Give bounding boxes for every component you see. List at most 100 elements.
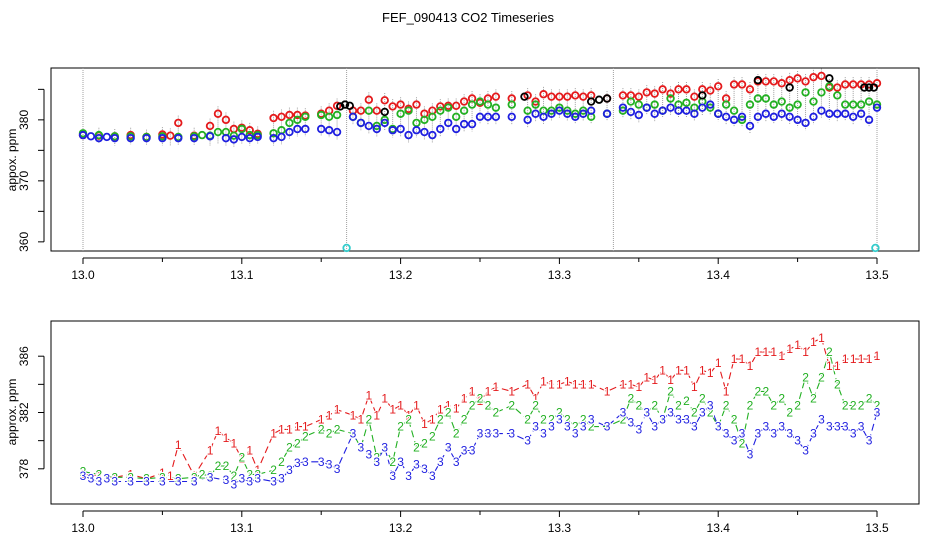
blue-point bbox=[110, 133, 119, 143]
green-point bbox=[872, 100, 882, 109]
series-2-label: 2 bbox=[175, 472, 182, 486]
green-point bbox=[428, 112, 437, 121]
series-1-line bbox=[82, 337, 878, 480]
series-3-label: 3 bbox=[826, 420, 833, 434]
bottom-series-lines bbox=[82, 337, 878, 485]
red-point bbox=[682, 85, 691, 94]
series-1-label: 1 bbox=[302, 420, 309, 434]
red-point bbox=[245, 126, 254, 135]
green-point bbox=[475, 97, 485, 106]
black-point bbox=[602, 94, 612, 103]
blue-point bbox=[642, 103, 651, 112]
series-3-label: 3 bbox=[238, 472, 245, 486]
red-point bbox=[777, 79, 786, 88]
blue-point bbox=[793, 115, 802, 125]
green-point bbox=[420, 115, 429, 125]
series-2-label: 2 bbox=[358, 441, 365, 455]
series-1-label: 1 bbox=[739, 352, 746, 366]
red-point bbox=[491, 92, 501, 101]
series-1-label: 1 bbox=[159, 466, 166, 480]
green-point bbox=[324, 112, 334, 121]
blue-point bbox=[436, 124, 445, 134]
series-3-label: 3 bbox=[620, 406, 627, 420]
series-3-label: 3 bbox=[524, 434, 531, 448]
series-1-label: 1 bbox=[437, 403, 444, 417]
red-point bbox=[436, 102, 445, 111]
series-1-label: 1 bbox=[397, 398, 404, 412]
series-2-label: 2 bbox=[556, 406, 563, 420]
blue-point bbox=[579, 109, 588, 118]
series-2-label: 2 bbox=[485, 398, 492, 412]
series-3-label: 3 bbox=[659, 413, 666, 427]
red-point bbox=[642, 88, 651, 97]
green-point bbox=[436, 106, 445, 115]
black-point bbox=[340, 100, 350, 109]
green-point bbox=[745, 100, 755, 109]
series-3-label: 3 bbox=[810, 427, 817, 441]
green-point bbox=[833, 91, 842, 100]
green-point bbox=[809, 97, 818, 106]
blue-point bbox=[483, 112, 493, 121]
series-1-label: 1 bbox=[715, 356, 722, 370]
green-point bbox=[301, 112, 310, 121]
blue-point bbox=[539, 112, 548, 121]
blue-point bbox=[753, 112, 763, 121]
series-3-label: 3 bbox=[381, 441, 388, 455]
series-2-label: 2 bbox=[739, 436, 746, 450]
series-3-label: 3 bbox=[191, 474, 198, 488]
green-point bbox=[245, 130, 254, 140]
blue-point bbox=[221, 133, 231, 143]
series-1-label: 1 bbox=[556, 377, 563, 391]
series-2-label: 2 bbox=[715, 420, 722, 434]
blue-point bbox=[126, 133, 135, 143]
series-3-label: 3 bbox=[715, 420, 722, 434]
series-3-label: 3 bbox=[469, 444, 476, 458]
series-1-label: 1 bbox=[699, 363, 706, 377]
black-point bbox=[785, 83, 794, 92]
x-tick-label: 13.4 bbox=[707, 268, 731, 282]
red-point bbox=[745, 85, 755, 94]
green-point bbox=[769, 100, 778, 109]
series-3-label: 3 bbox=[540, 427, 547, 441]
series-1-label: 1 bbox=[810, 335, 817, 349]
red-point bbox=[459, 97, 469, 106]
series-3-label: 3 bbox=[437, 455, 444, 469]
series-2-line bbox=[82, 349, 878, 480]
x-tick-label: 13.3 bbox=[548, 521, 572, 535]
series-3-label: 3 bbox=[739, 427, 746, 441]
series-2-label: 2 bbox=[874, 398, 881, 412]
series-1-label: 1 bbox=[238, 452, 245, 466]
cyan-point bbox=[871, 243, 880, 253]
series-3-label: 3 bbox=[103, 472, 110, 486]
series-3-label: 3 bbox=[723, 427, 730, 441]
red-point bbox=[793, 74, 802, 83]
series-3-label: 3 bbox=[643, 406, 650, 420]
blue-point bbox=[229, 135, 239, 144]
blue-point bbox=[412, 126, 421, 135]
green-point bbox=[451, 112, 461, 121]
series-2-label: 2 bbox=[683, 394, 690, 408]
x-tick-label: 13.1 bbox=[230, 521, 254, 535]
black-point bbox=[825, 74, 834, 83]
series-3-label: 3 bbox=[159, 474, 166, 488]
series-2-label: 2 bbox=[834, 377, 841, 391]
series-2-label: 2 bbox=[334, 422, 341, 436]
series-1-label: 1 bbox=[231, 436, 238, 450]
black-point bbox=[594, 95, 604, 104]
black-point bbox=[520, 92, 529, 101]
series-3-label: 3 bbox=[532, 420, 539, 434]
blue-point bbox=[634, 110, 643, 120]
blue-point bbox=[848, 112, 858, 121]
series-3-label: 3 bbox=[747, 448, 754, 462]
red-point bbox=[634, 92, 643, 101]
red-point bbox=[174, 118, 183, 128]
blue-point bbox=[729, 115, 739, 125]
green-point bbox=[94, 130, 104, 140]
series-1-label: 1 bbox=[223, 431, 230, 445]
blue-point bbox=[317, 124, 326, 134]
series-2-label: 2 bbox=[620, 413, 627, 427]
green-point bbox=[229, 131, 239, 140]
red-point bbox=[674, 85, 683, 94]
green-point bbox=[317, 110, 326, 120]
green-point bbox=[491, 103, 501, 112]
